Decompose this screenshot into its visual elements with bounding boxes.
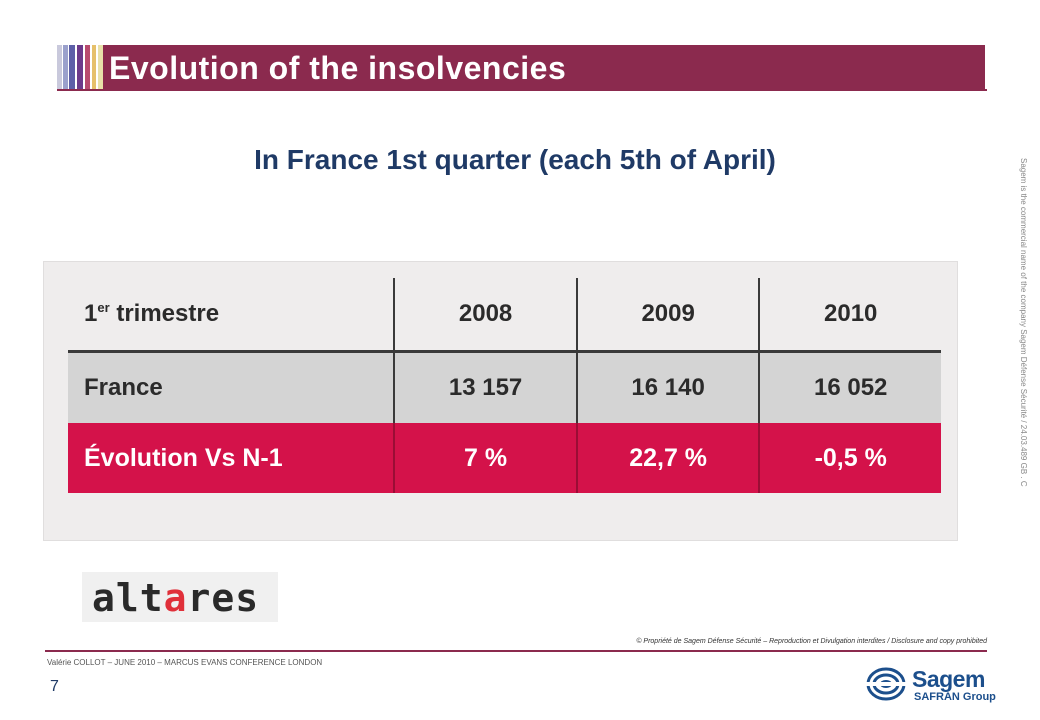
header-label: 1er trimestre	[68, 278, 395, 353]
slide-subtitle: In France 1st quarter (each 5th of April…	[254, 144, 776, 175]
row-label: Évolution Vs N-1	[68, 423, 395, 493]
title-decoration-stripes	[57, 45, 103, 89]
sagem-logo-icon	[866, 667, 906, 701]
insolvency-table: 1er trimestre 2008 2009 2010 France 13 1…	[68, 278, 941, 493]
title-bar: Evolution of the insolvencies	[103, 45, 985, 89]
cell-value: -0,5 %	[758, 423, 941, 493]
table-row-france: France 13 157 16 140 16 052	[68, 351, 941, 423]
slide-title: Evolution of the insolvencies	[109, 50, 567, 86]
table-row-evolution: Évolution Vs N-1 7 % 22,7 % -0,5 %	[68, 423, 941, 493]
title-underline	[57, 89, 987, 91]
table-header-row: 1er trimestre 2008 2009 2010	[68, 278, 941, 353]
copyright-notice: © Propriété de Sagem Défense Sécurité – …	[636, 638, 987, 645]
header-year-2010: 2010	[758, 278, 941, 353]
sagem-brand-name: Sagem	[912, 666, 985, 692]
footer-presenter: Valérie COLLOT – JUNE 2010 – MARCUS EVAN…	[47, 658, 323, 667]
altares-logo: altares	[82, 572, 278, 622]
page-number: 7	[50, 678, 59, 695]
cell-value: 13 157	[393, 351, 577, 423]
header-year-2008: 2008	[393, 278, 577, 353]
header-year-2009: 2009	[575, 278, 760, 353]
safran-group-label: SAFRAN Group	[914, 691, 996, 703]
cell-value: 22,7 %	[575, 423, 760, 493]
cell-value: 16 140	[575, 351, 760, 423]
footer-divider	[45, 650, 987, 652]
side-legal-note: Sagem is the commercial name of the comp…	[1019, 158, 1028, 487]
cell-value: 7 %	[393, 423, 577, 493]
cell-value: 16 052	[758, 351, 941, 423]
insolvency-table-image: 1er trimestre 2008 2009 2010 France 13 1…	[43, 261, 958, 541]
row-label: France	[68, 351, 395, 423]
